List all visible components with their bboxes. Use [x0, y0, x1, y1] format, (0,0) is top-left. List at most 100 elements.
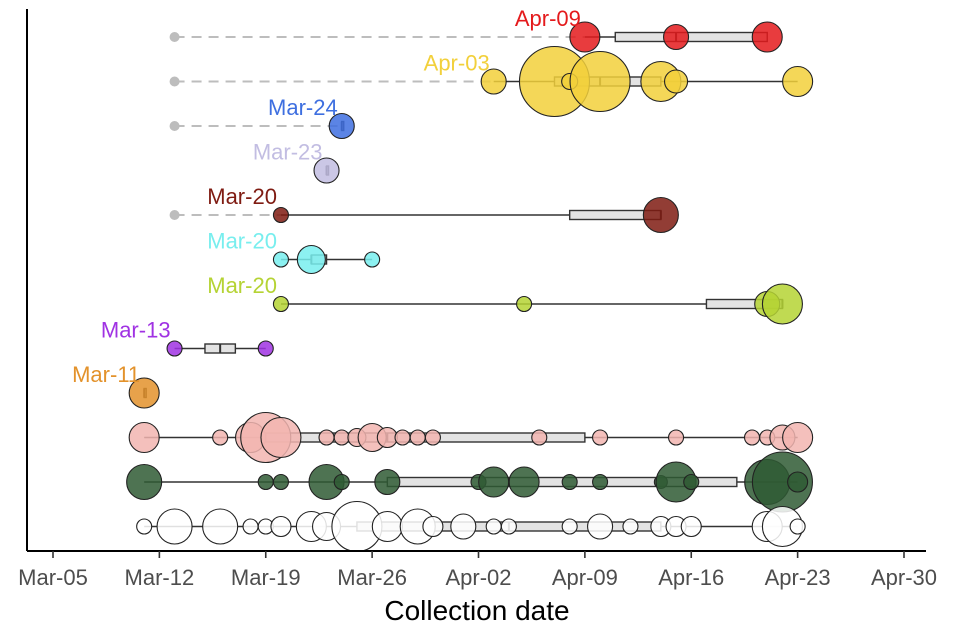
series-row: Mar-20 — [169, 184, 679, 234]
data-point — [743, 429, 761, 446]
row-label: Mar-13 — [101, 318, 171, 343]
data-point — [333, 429, 350, 446]
series-row: Mar-13 — [101, 318, 274, 357]
series-row — [128, 411, 814, 464]
data-point — [592, 473, 609, 491]
dashed-lead-point — [169, 32, 180, 42]
data-point — [156, 508, 193, 545]
data-point — [318, 429, 335, 446]
series-row: Mar-11 — [72, 362, 160, 409]
x-tick-label: Mar-05 — [18, 565, 88, 590]
data-point — [257, 473, 274, 491]
data-point — [128, 377, 160, 409]
x-tick-label: Apr-30 — [871, 565, 937, 590]
dashed-lead-point — [169, 76, 180, 87]
dashed-lead-point — [169, 210, 180, 220]
data-point — [782, 421, 814, 454]
data-point — [272, 251, 289, 268]
data-point — [516, 295, 533, 313]
data-point — [680, 515, 702, 538]
x-ticks: Mar-05 Mar-12 Mar-19 Mar-26 Apr-02 Apr-09 Apr-… — [18, 551, 937, 590]
data-point — [592, 429, 609, 446]
row-label: Mar-20 — [207, 184, 277, 209]
data-point — [374, 468, 401, 496]
data-point — [376, 426, 398, 449]
series-row: Mar-20 — [207, 273, 803, 325]
row-label: Mar-23 — [253, 140, 323, 165]
data-point — [260, 416, 302, 459]
data-point — [683, 473, 700, 491]
x-tick-label: Mar-26 — [337, 565, 407, 590]
data-point — [364, 251, 381, 268]
data-point — [257, 340, 274, 357]
data-point — [313, 157, 340, 184]
series-row — [136, 500, 806, 553]
x-tick-label: Mar-12 — [125, 565, 195, 590]
data-point — [126, 463, 163, 501]
data-point — [761, 283, 803, 325]
chart-rows: Apr-09 Apr-03 Mar-24 Mar-23 Mar-20 Mar-20 Mar-… — [72, 6, 814, 553]
data-point — [242, 518, 259, 535]
series-row: Mar-24 — [169, 95, 355, 140]
data-point — [480, 68, 507, 95]
data-point — [664, 69, 689, 94]
data-point — [663, 23, 690, 51]
data-point — [272, 295, 289, 313]
data-point — [642, 196, 679, 234]
data-point — [128, 421, 160, 454]
row-label: Apr-03 — [424, 51, 490, 76]
row-label: Apr-09 — [515, 6, 581, 31]
row-label: Mar-20 — [207, 273, 277, 298]
data-point — [668, 429, 685, 446]
data-point — [569, 50, 631, 113]
data-point — [485, 518, 502, 535]
row-label: Mar-11 — [72, 362, 140, 387]
data-point — [569, 21, 601, 53]
data-point — [136, 518, 153, 535]
data-point — [333, 473, 350, 491]
data-point — [296, 244, 326, 275]
x-tick-label: Apr-09 — [552, 565, 618, 590]
series-row — [126, 451, 813, 513]
data-point — [751, 21, 783, 53]
x-tick-label: Apr-23 — [765, 565, 831, 590]
series-row: Mar-23 — [253, 140, 340, 184]
data-point — [531, 429, 548, 446]
data-point — [787, 471, 809, 493]
data-point — [561, 518, 578, 535]
data-point — [508, 466, 540, 498]
box-iqr — [614, 31, 768, 43]
series-row: Mar-20 — [207, 229, 381, 275]
data-point — [587, 513, 614, 540]
dashed-lead-point — [169, 121, 180, 131]
data-point — [450, 513, 477, 540]
data-point — [424, 429, 441, 446]
row-label: Mar-24 — [268, 95, 338, 120]
x-tick-label: Apr-02 — [445, 565, 511, 590]
data-point — [272, 473, 289, 491]
data-point — [409, 429, 426, 446]
data-point — [202, 508, 239, 545]
x-axis-title: Collection date — [384, 595, 569, 626]
data-point — [561, 473, 578, 491]
x-tick-label: Apr-16 — [658, 565, 724, 590]
data-point — [371, 510, 403, 543]
series-row: Apr-03 — [169, 45, 814, 118]
series-row: Apr-09 — [169, 6, 783, 53]
x-tick-label: Mar-19 — [231, 565, 301, 590]
axes — [26, 9, 926, 552]
data-point — [622, 518, 639, 535]
data-point — [478, 466, 510, 498]
data-point — [422, 515, 444, 538]
data-point — [328, 112, 355, 140]
data-point — [500, 518, 517, 535]
data-point — [782, 65, 814, 98]
data-point — [272, 206, 289, 224]
data-point — [212, 429, 229, 446]
row-label: Mar-20 — [207, 229, 277, 254]
data-point — [789, 518, 806, 535]
data-point — [270, 515, 292, 538]
data-point — [394, 429, 411, 446]
data-point — [166, 340, 183, 357]
